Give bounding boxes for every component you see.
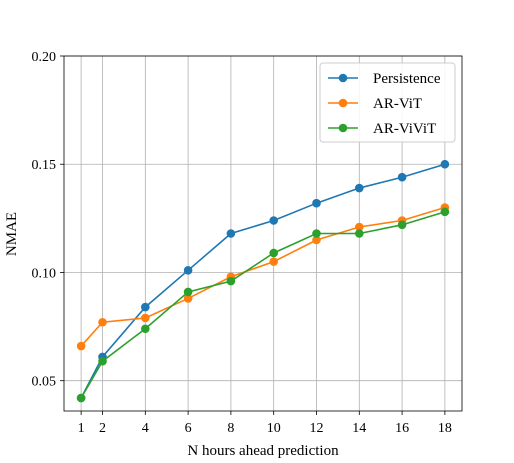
data-point xyxy=(183,294,193,303)
legend-item: Persistence xyxy=(328,71,441,87)
series-layer xyxy=(76,159,450,403)
x-tick-label: 2 xyxy=(99,421,106,436)
x-tick-label: 4 xyxy=(142,421,149,436)
x-tick-label: 8 xyxy=(227,421,234,436)
series-line xyxy=(80,163,446,399)
data-point xyxy=(312,229,321,238)
data-point xyxy=(76,393,86,403)
data-point xyxy=(141,313,150,323)
series-ar-vit xyxy=(76,203,450,351)
legend-label: AR-ViViT xyxy=(373,121,436,137)
data-point xyxy=(312,235,321,245)
x-tick-label: 18 xyxy=(438,421,452,436)
axes-layer: 1 2 4 6 8 10 12 14 16 18 0.05 0.10 0.15 0.20 xyxy=(32,50,463,436)
x-tick-label: 14 xyxy=(352,421,366,436)
data-point xyxy=(354,222,364,232)
axis-labels: N hours ahead prediction NMAE xyxy=(4,212,339,459)
y-tick-label: 0.20 xyxy=(32,50,57,65)
legend-item: AR-ViViT xyxy=(328,121,436,137)
series-line xyxy=(80,211,446,399)
legend: Persistence AR-ViT AR-ViViT xyxy=(319,62,456,143)
legend-swatch-marker xyxy=(338,73,348,83)
legend-label: AR-ViT xyxy=(373,96,422,112)
legend-item: AR-ViT xyxy=(328,96,422,112)
legend-box xyxy=(319,62,456,143)
x-axis-label: N hours ahead prediction xyxy=(187,443,339,459)
legend-swatch-marker xyxy=(338,123,348,133)
data-point xyxy=(183,265,193,275)
data-point xyxy=(76,341,86,351)
y-tick-label: 0.10 xyxy=(32,266,57,281)
x-tick-label: 16 xyxy=(395,421,409,436)
data-point xyxy=(98,356,107,366)
data-point xyxy=(269,216,278,225)
x-tick-label: 1 xyxy=(78,421,85,436)
y-axis-label: NMAE xyxy=(4,212,20,256)
x-tick-label: 6 xyxy=(185,421,192,436)
data-point xyxy=(226,276,236,286)
data-point xyxy=(397,172,407,182)
data-point xyxy=(269,257,278,266)
series-persistence xyxy=(76,159,450,403)
series-ar-vivit xyxy=(76,207,450,403)
plot-frame xyxy=(63,55,463,412)
legend-label: Persistence xyxy=(373,71,441,87)
legend-swatch-marker xyxy=(338,98,348,108)
y-tick-label: 0.05 xyxy=(32,375,57,390)
series-line xyxy=(80,206,446,347)
data-point xyxy=(269,248,278,258)
data-point xyxy=(312,198,321,208)
data-point xyxy=(397,220,407,230)
data-point xyxy=(440,159,450,169)
data-point xyxy=(354,183,364,193)
data-point xyxy=(183,287,193,297)
data-point xyxy=(440,207,450,217)
data-point xyxy=(354,229,364,238)
x-tick-label: 12 xyxy=(309,421,323,436)
data-point xyxy=(141,302,150,312)
data-point xyxy=(226,229,236,238)
x-tick-label: 10 xyxy=(267,421,281,436)
data-point xyxy=(98,317,107,327)
y-tick-label: 0.15 xyxy=(32,158,57,173)
data-point xyxy=(141,324,150,334)
